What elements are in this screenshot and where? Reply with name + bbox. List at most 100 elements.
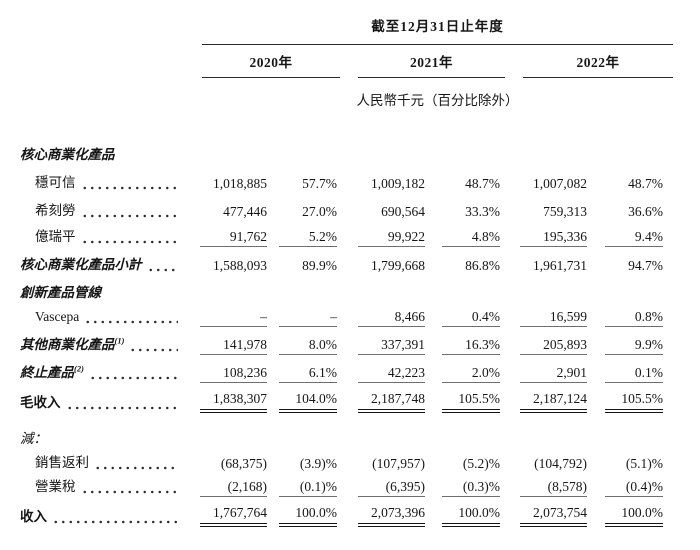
table-row-gross-revenue: 毛收入 1,838,307 104.0% 2,187,748 105.5% 2,… [20,386,665,416]
table-row-less-label: 減： [20,430,665,452]
value-cell: 100.0% [587,505,663,530]
value-cell: 8.0% [267,337,337,358]
period-header: 截至12月31日止年度 [371,19,504,34]
value-cell: 1,961,731 [533,258,587,273]
table-row-subtotal-core: 核心商業化產品小計 1,588,093 89.9% 1,799,668 86.8… [20,250,665,278]
table-row-section-pipeline: 創新產品管線 [20,278,665,306]
row-label: Vascepa [35,309,80,324]
value-cell: 91,762 [180,229,267,250]
value-cell: 100.0% [425,505,500,530]
value-cell: 9.4% [587,229,663,250]
table-row-net-revenue: 收入 1,767,764 100.0% 2,073,396 100.0% 2,0… [20,500,665,530]
table-row: Vascepa – – 8,466 0.4% 16,599 0.8% [20,306,665,330]
value-cell: 477,446 [223,204,267,219]
row-label: 銷售返利 [35,455,89,470]
value-cell: 108,236 [180,365,267,386]
value-cell: (68,375) [220,456,267,471]
value-cell: 141,978 [180,337,267,358]
value-cell: 1,018,885 [213,176,267,191]
row-label: 核心商業化產品小計 [20,257,142,272]
value-cell: 94.7% [628,258,663,273]
value-cell: (107,957) [372,456,425,471]
dot-leader [80,213,178,219]
dot-leader [80,489,178,495]
dot-leader [65,405,178,411]
value-cell: 0.8% [587,309,663,330]
value-cell: (2,168) [180,479,267,500]
value-cell: (0.1)% [267,479,337,500]
value-cell: (104,792) [534,456,587,471]
value-cell: 8,466 [337,309,425,330]
value-cell: 100.0% [267,505,337,530]
value-cell: 6.1% [267,365,337,386]
dot-leader [80,239,178,245]
value-cell: 36.6% [628,204,663,219]
revenue-table: 核心商業化產品 穩可信 1,018,885 57.7% 1,009,182 48… [20,140,665,530]
value-cell: 57.7% [302,176,337,191]
value-cell: 0.4% [425,309,500,330]
value-cell: 1,007,082 [533,176,587,191]
value-cell: 2,073,396 [337,505,425,530]
value-cell: 89.9% [302,258,337,273]
row-label: 希刻勞 [35,203,76,218]
year-column-header-2021: 2021年 [358,51,505,78]
value-cell: 759,313 [543,204,587,219]
value-cell: 0.1% [587,365,663,386]
dot-leader [52,519,178,525]
dot-leader [80,185,178,191]
value-cell: 86.8% [465,258,500,273]
value-cell: (0.3)% [425,479,500,500]
value-cell: 2,073,754 [500,505,587,530]
table-row-terminated-products: 終止產品(2) 108,236 6.1% 42,223 2.0% 2,901 0… [20,358,665,386]
dot-leader [88,375,178,381]
value-cell: (6,395) [337,479,425,500]
value-cell: 2,187,124 [500,391,587,416]
row-label: 穩可信 [35,175,76,190]
value-cell: (5.1)% [625,456,663,471]
value-cell: 1,767,764 [180,505,267,530]
value-cell: 1,799,668 [371,258,425,273]
year-column-header-2020: 2020年 [202,51,340,78]
value-cell: 337,391 [337,337,425,358]
value-cell: 104.0% [267,391,337,416]
dot-leader [146,267,178,273]
table-row-other-products: 其他商業化產品(1) 141,978 8.0% 337,391 16.3% 20… [20,330,665,358]
value-cell: 2,187,748 [337,391,425,416]
value-cell: 205,893 [500,337,587,358]
table-row: 億瑞平 91,762 5.2% 99,922 4.8% 195,336 9.4% [20,224,665,250]
value-cell: 16,599 [500,309,587,330]
table-row-section-core-products: 核心商業化產品 [20,140,665,168]
row-label: 營業稅 [35,479,76,494]
value-cell: 105.5% [587,391,663,416]
row-label: 終止產品(2) [20,363,84,380]
table-row: 穩可信 1,018,885 57.7% 1,009,182 48.7% 1,00… [20,168,665,196]
dot-leader [94,465,178,471]
value-cell: 27.0% [302,204,337,219]
value-cell: 48.7% [465,176,500,191]
value-cell: 4.8% [425,229,500,250]
value-cell: 99,922 [337,229,425,250]
value-cell: (3.9)% [299,456,337,471]
row-label: 毛收入 [20,395,61,410]
value-cell: 1,588,093 [213,258,267,273]
value-cell: 33.3% [465,204,500,219]
row-label: 減： [20,431,47,446]
value-cell: 42,223 [337,365,425,386]
dot-leader [84,319,178,325]
row-label: 收入 [20,509,47,524]
year-column-header-2022: 2022年 [523,51,673,78]
value-cell: 16.3% [425,337,500,358]
value-cell: (0.4)% [587,479,663,500]
value-cell: 195,336 [500,229,587,250]
footnote-marker: (1) [114,335,125,346]
value-cell: – [180,309,267,330]
row-label: 億瑞平 [35,229,76,244]
dot-leader [129,347,178,353]
value-cell: 5.2% [267,229,337,250]
value-cell: 1,009,182 [371,176,425,191]
row-label: 其他商業化產品(1) [20,335,125,352]
value-cell: 690,564 [381,204,425,219]
table-row: 營業稅 (2,168) (0.1)% (6,395) (0.3)% (8,578… [20,476,665,500]
value-cell: 1,838,307 [180,391,267,416]
